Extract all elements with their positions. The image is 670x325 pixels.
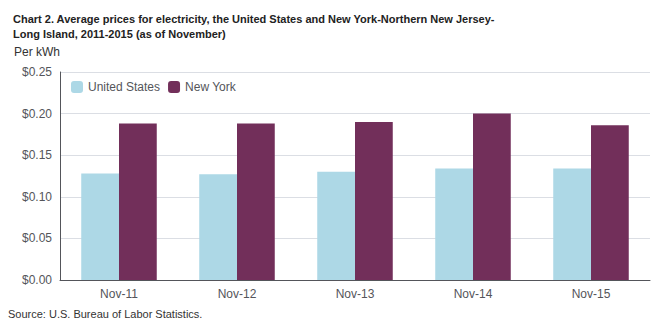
svg-text:$0.10: $0.10	[22, 190, 52, 204]
svg-text:New York: New York	[185, 80, 237, 94]
svg-text:Nov-15: Nov-15	[572, 287, 611, 301]
svg-text:Nov-13: Nov-13	[336, 287, 375, 301]
svg-text:Long Island, 2011-2015 (as of: Long Island, 2011-2015 (as of November)	[13, 28, 226, 40]
svg-text:Nov-12: Nov-12	[218, 287, 257, 301]
svg-text:$0.20: $0.20	[22, 107, 52, 121]
svg-text:$0.25: $0.25	[22, 65, 52, 79]
svg-text:United States: United States	[88, 80, 160, 94]
svg-text:Per kWh: Per kWh	[14, 45, 60, 59]
svg-text:Chart 2. Average prices for el: Chart 2. Average prices for electricity,…	[13, 13, 495, 25]
svg-text:$0.05: $0.05	[22, 231, 52, 245]
svg-text:$0.15: $0.15	[22, 148, 52, 162]
svg-text:Nov-14: Nov-14	[454, 287, 493, 301]
svg-text:Source: U.S. Bureau of Labor S: Source: U.S. Bureau of Labor Statistics.	[8, 308, 202, 320]
svg-text:Nov-11: Nov-11	[100, 287, 138, 301]
svg-text:$0.00: $0.00	[22, 273, 52, 287]
